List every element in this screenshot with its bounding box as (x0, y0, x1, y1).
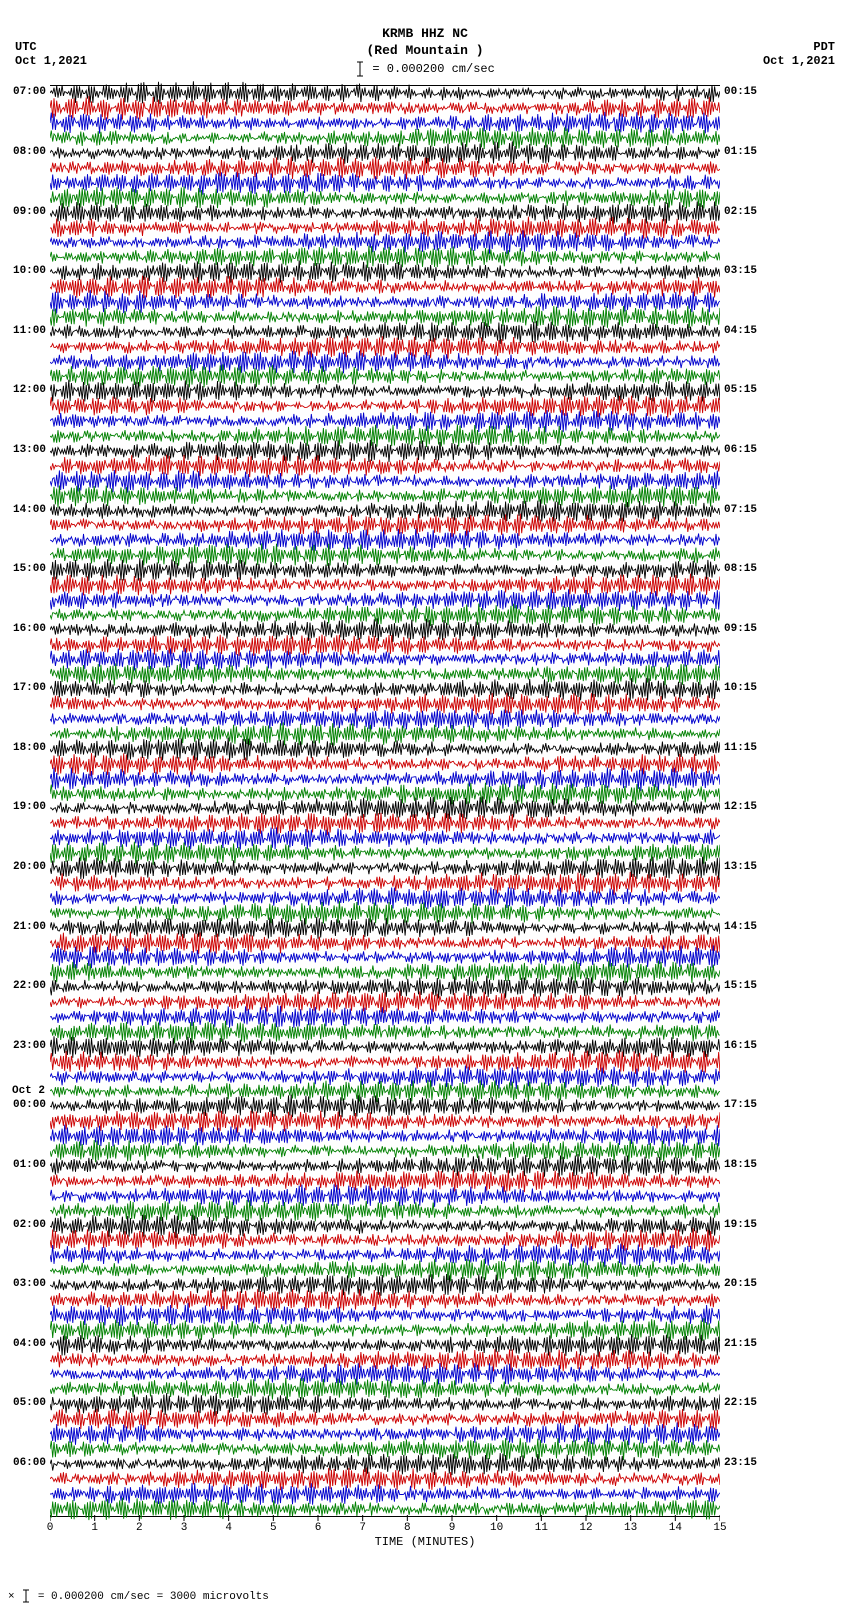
pdt-time-label: 02:15 (724, 207, 757, 218)
left-time-labels: 07:00 08:00 09:00 10:00 11:00 12:00 13:00 14:00… (8, 85, 48, 1515)
utc-time-label: 19:00 (13, 802, 46, 813)
utc-time-label: 21:00 (13, 922, 46, 933)
tz-right: PDT Oct 1,2021 (763, 40, 835, 68)
pdt-time-label: 01:15 (724, 147, 757, 158)
utc-time-label: 12:00 (13, 385, 46, 396)
utc-time-label: 06:00 (13, 1458, 46, 1469)
utc-time-label: 13:00 (13, 445, 46, 456)
right-time-labels: 00:15 01:15 02:15 03:15 04:15 05:15 06:15 07:15… (722, 85, 762, 1515)
pdt-time-label: 03:15 (724, 266, 757, 277)
pdt-time-label: 18:15 (724, 1160, 757, 1171)
utc-time-label: 17:00 (13, 683, 46, 694)
pdt-time-label: 05:15 (724, 385, 757, 396)
pdt-time-label: 10:15 (724, 683, 757, 694)
pdt-time-label: 21:15 (724, 1339, 757, 1350)
pdt-time-label: 22:15 (724, 1398, 757, 1409)
pdt-time-label: 23:15 (724, 1458, 757, 1469)
utc-time-label: 00:00 (13, 1100, 46, 1111)
scale-value: = 0.000200 cm/sec (372, 62, 494, 76)
pdt-time-label: 00:15 (724, 87, 757, 98)
tz-left-label: UTC (15, 40, 87, 54)
x-axis-label: TIME (MINUTES) (0, 1535, 850, 1549)
pdt-time-label: 06:15 (724, 445, 757, 456)
footer-text: = 0.000200 cm/sec = 3000 microvolts (38, 1591, 269, 1603)
utc-time-label: 18:00 (13, 743, 46, 754)
utc-time-label: 15:00 (13, 564, 46, 575)
pdt-time-label: 11:15 (724, 743, 757, 754)
seismogram-container: KRMB HHZ NC (Red Mountain ) = 0.000200 c… (0, 0, 850, 1613)
utc-time-label: 05:00 (13, 1398, 46, 1409)
pdt-time-label: 09:15 (724, 624, 757, 635)
station-code: KRMB HHZ NC (0, 26, 850, 41)
utc-time-label: 02:00 (13, 1220, 46, 1231)
footer-scale: × = 0.000200 cm/sec = 3000 microvolts (8, 1589, 269, 1603)
utc-time-label: 10:00 (13, 266, 46, 277)
tz-left: UTC Oct 1,2021 (15, 40, 87, 68)
utc-time-label: 22:00 (13, 981, 46, 992)
utc-time-label: 20:00 (13, 862, 46, 873)
pdt-time-label: 04:15 (724, 326, 757, 337)
tz-right-label: PDT (763, 40, 835, 54)
tz-right-date: Oct 1,2021 (763, 54, 835, 68)
utc-time-label: 01:00 (13, 1160, 46, 1171)
pdt-time-label: 14:15 (724, 922, 757, 933)
utc-time-label: 08:00 (13, 147, 46, 158)
pdt-time-label: 20:15 (724, 1279, 757, 1290)
utc-time-label: 09:00 (13, 207, 46, 218)
pdt-time-label: 13:15 (724, 862, 757, 873)
date-rollover-marker: Oct 2 (12, 1086, 45, 1097)
utc-time-label: 04:00 (13, 1339, 46, 1350)
utc-time-label: 07:00 (13, 87, 46, 98)
pdt-time-label: 07:15 (724, 505, 757, 516)
plot-area (50, 85, 720, 1517)
pdt-time-label: 15:15 (724, 981, 757, 992)
pdt-time-label: 19:15 (724, 1220, 757, 1231)
station-location: (Red Mountain ) (0, 43, 850, 58)
utc-time-label: 14:00 (13, 505, 46, 516)
tz-left-date: Oct 1,2021 (15, 54, 87, 68)
utc-time-label: 11:00 (13, 326, 46, 337)
pdt-time-label: 08:15 (724, 564, 757, 575)
footer-prefix: × (8, 1591, 15, 1603)
pdt-time-label: 17:15 (724, 1100, 757, 1111)
utc-time-label: 23:00 (13, 1041, 46, 1052)
pdt-time-label: 16:15 (724, 1041, 757, 1052)
pdt-time-label: 12:15 (724, 802, 757, 813)
utc-time-label: 03:00 (13, 1279, 46, 1290)
utc-time-label: 16:00 (13, 624, 46, 635)
scale-indicator: = 0.000200 cm/sec (0, 60, 850, 78)
